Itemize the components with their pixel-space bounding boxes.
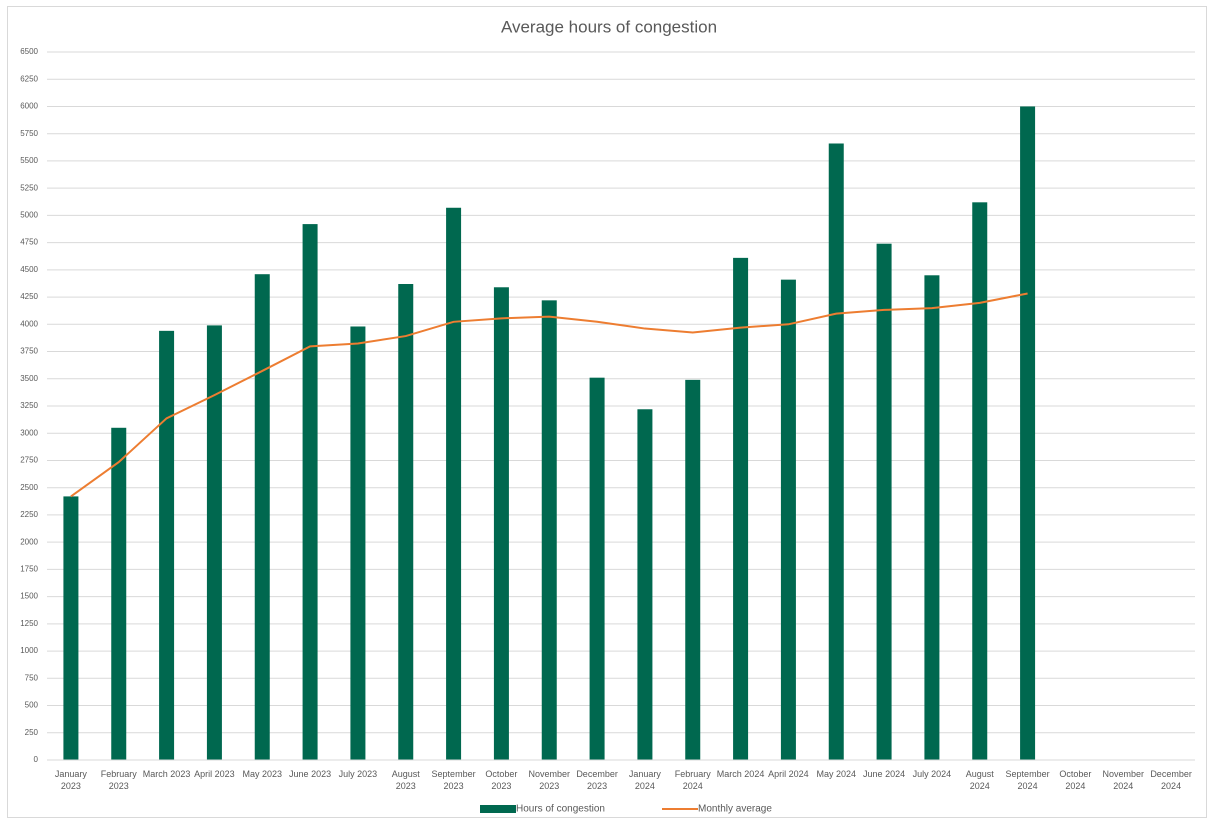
bar [63,496,79,760]
bar [1020,106,1036,760]
x-tick-label: November 2024 [1102,769,1144,791]
x-tick-label: April 2024 [768,769,809,779]
bar [159,330,175,760]
x-tick-label: February 2024 [674,769,711,791]
bar [254,274,270,760]
y-tick-label: 0 [34,755,39,764]
x-tick-label: June 2023 [289,769,332,779]
y-tick-label: 500 [25,701,39,710]
x-tick-label: January 2024 [628,769,661,791]
x-tick-label: March 2023 [142,769,191,779]
x-tick-label: October 2024 [1059,769,1092,791]
y-tick-label: 6000 [20,102,38,111]
y-tick-label: 750 [25,673,39,682]
x-tick-label: May 2023 [242,769,282,779]
bar [780,279,796,760]
y-tick-label: 2500 [20,483,38,492]
x-tick-label: May 2024 [816,769,856,779]
x-tick-label: October 2023 [485,769,518,791]
y-tick-label: 3000 [20,428,38,437]
y-tick-label: 4000 [20,319,38,328]
y-tick-label: 5000 [20,210,38,219]
bar [206,325,222,760]
y-tick-label: 6500 [20,47,38,56]
x-tick-label: March 2024 [716,769,765,779]
y-tick-label: 1000 [20,646,38,655]
y-tick-label: 4500 [20,265,38,274]
y-tick-label: 4250 [20,292,38,301]
x-tick-label: December 2024 [1150,769,1192,791]
bar [111,427,127,760]
x-tick-label: September 2023 [431,769,476,791]
x-tick-label: June 2024 [863,769,906,779]
y-tick-label: 1250 [20,619,38,628]
x-tick-label: November 2023 [528,769,570,791]
bar [541,300,557,760]
legend-label: Monthly average [698,804,772,815]
x-tick-label: December 2023 [576,769,618,791]
bar [398,284,414,760]
bar [302,224,318,761]
x-tick-label: September 2024 [1005,769,1050,791]
bar [828,143,844,761]
y-tick-label: 5750 [20,129,38,138]
y-tick-label: 2000 [20,537,38,546]
bar [493,287,509,760]
chart-title: Average hours of congestion [501,17,717,36]
y-tick-label: 3500 [20,374,38,383]
y-tick-label: 4750 [20,238,38,247]
y-tick-label: 5500 [20,156,38,165]
y-tick-label: 250 [25,728,39,737]
y-tick-label: 1750 [20,564,38,573]
bar [972,202,988,760]
x-tick-label: July 2023 [338,769,378,779]
bar [350,326,366,760]
bar [637,409,653,760]
y-tick-label: 6250 [20,74,38,83]
x-tick-label: April 2023 [194,769,235,779]
bar [685,379,701,760]
x-tick-label: February 2023 [100,769,137,791]
y-tick-label: 2250 [20,510,38,519]
y-tick-label: 5250 [20,183,38,192]
y-tick-label: 3750 [20,347,38,356]
bar [733,257,749,760]
bar [876,243,892,761]
legend-swatch [480,805,516,813]
y-tick-label: 2750 [20,456,38,465]
x-tick-label: July 2024 [912,769,952,779]
bar [446,207,462,760]
x-tick-label: August 2023 [391,769,420,791]
bar [924,275,940,760]
y-tick-label: 3250 [20,401,38,410]
legend-label: Hours of congestion [516,804,605,815]
bar [589,377,605,760]
line [70,292,1028,498]
y-tick-label: 1500 [20,592,38,601]
x-tick-label: August 2024 [965,769,994,791]
x-tick-label: January 2023 [54,769,87,791]
